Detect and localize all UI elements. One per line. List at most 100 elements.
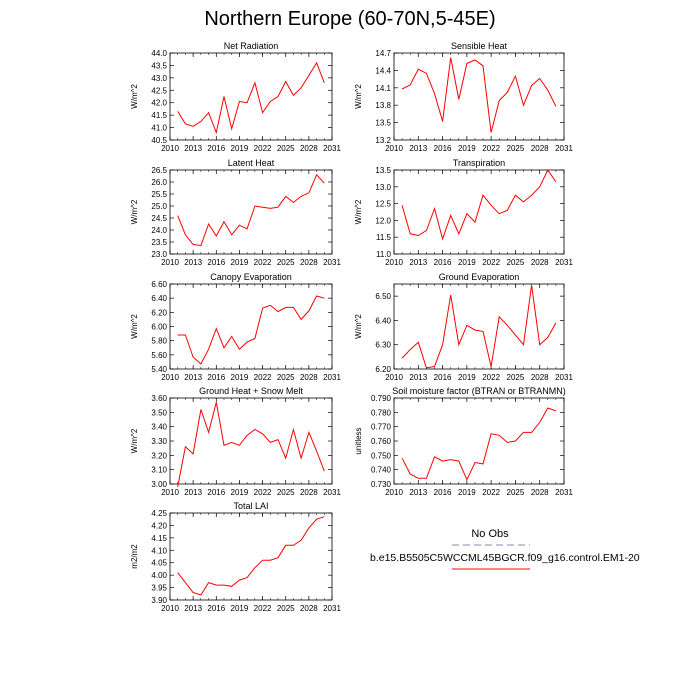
series-line (177, 173, 325, 247)
panel-1: Net Radiation 2010 2013 2016 2019 2022 2025 202… (130, 41, 341, 153)
plot-frame (169, 397, 333, 485)
x-tick-label: 2010 (385, 373, 403, 382)
y-tick-label: 24.0 (151, 226, 167, 235)
plot-frame (169, 52, 333, 141)
x-tick-label: 2019 (458, 488, 476, 497)
x-tick-label: 2025 (507, 144, 525, 153)
x-tick-label: 2022 (482, 144, 500, 153)
panel-8: Soil moisture factor (BTRAN or BTRANMN) 2… (354, 386, 573, 497)
x-tick-label: 2031 (555, 144, 573, 153)
x-tick-label: 2025 (277, 488, 295, 497)
x-tick-label: 2013 (184, 144, 202, 153)
x-tick-label: 2022 (254, 604, 272, 613)
y-axis-label: W/m^2 (130, 199, 139, 224)
plot-frame (393, 283, 565, 370)
plot-frame (393, 397, 565, 485)
x-tick-label: 2028 (531, 488, 549, 497)
x-tick-label: 2028 (300, 258, 318, 267)
y-tick-label: 13.8 (375, 101, 391, 110)
panel-title: Sensible Heat (451, 41, 508, 51)
x-tick-label: 2019 (458, 144, 476, 153)
x-tick-label: 2028 (300, 373, 318, 382)
y-tick-label: 0.770 (371, 423, 392, 432)
x-tick-label: 2028 (300, 144, 318, 153)
plot-frame (393, 169, 565, 255)
x-tick-label: 2031 (323, 373, 341, 382)
x-tick-label: 2031 (323, 488, 341, 497)
y-tick-label: 43.5 (151, 61, 167, 70)
y-tick-label: 11.0 (376, 250, 392, 259)
panel-title: Total LAI (233, 501, 268, 511)
series-line (401, 285, 557, 369)
y-tick-label: 14.7 (375, 49, 391, 58)
y-tick-label: 23.0 (151, 250, 167, 259)
x-tick-label: 2016 (434, 488, 452, 497)
y-tick-label: 13.2 (375, 136, 391, 145)
x-tick-label: 2016 (434, 258, 452, 267)
x-tick-label: 2025 (507, 373, 525, 382)
x-tick-label: 2025 (277, 373, 295, 382)
panel-title: Canopy Evaporation (210, 272, 292, 282)
x-tick-label: 2028 (531, 373, 549, 382)
x-tick-label: 2028 (531, 144, 549, 153)
y-tick-label: 13.5 (375, 166, 391, 175)
x-tick-label: 2022 (482, 373, 500, 382)
y-tick-label: 6.20 (375, 365, 391, 374)
y-tick-label: 6.00 (151, 323, 167, 332)
y-tick-label: 4.20 (151, 521, 167, 530)
x-tick-label: 2031 (323, 258, 341, 267)
x-tick-label: 2010 (161, 258, 179, 267)
legend: No Obs b.e15.B5505C5WCCML45BGCR.f09_g16.… (370, 528, 690, 578)
x-tick-label: 2019 (231, 488, 249, 497)
y-tick-label: 42.0 (151, 99, 167, 108)
y-tick-label: 4.05 (151, 559, 167, 568)
x-tick-label: 2013 (184, 373, 202, 382)
panel-5: Canopy Evaporation 2010 2013 2016 2019 2022 20… (130, 272, 341, 382)
x-tick-label: 2016 (207, 604, 225, 613)
y-tick-label: 41.5 (151, 111, 167, 120)
x-tick-label: 2010 (385, 258, 403, 267)
x-tick-label: 2010 (161, 488, 179, 497)
y-tick-label: 12.0 (375, 216, 391, 225)
x-tick-label: 2019 (231, 373, 249, 382)
panel-4: Transpiration 2010 2013 2016 2019 2022 2025 202… (354, 158, 573, 267)
x-tick-label: 2022 (254, 373, 272, 382)
y-tick-label: 3.95 (151, 584, 167, 593)
x-tick-label: 2010 (385, 144, 403, 153)
panel-7: Ground Heat + Snow Melt 2010 2013 2016 2019 2… (130, 386, 341, 497)
y-tick-label: 44.0 (151, 49, 167, 58)
y-axis-label: m2/m2 (130, 544, 139, 569)
y-tick-label: 40.5 (151, 136, 167, 145)
series-line (177, 61, 325, 135)
y-axis-label: W/m^2 (130, 314, 139, 339)
y-tick-label: 41.0 (151, 124, 167, 133)
x-tick-label: 2010 (161, 604, 179, 613)
x-tick-label: 2013 (409, 144, 427, 153)
x-tick-label: 2025 (277, 144, 295, 153)
legend-case-label: b.e15.B5505C5WCCML45BGCR.f09_g16.control… (370, 552, 640, 564)
series-line (401, 57, 557, 133)
panel-6: Ground Evaporation 2010 2013 2016 2019 2022 20… (354, 272, 573, 382)
x-tick-label: 2028 (531, 258, 549, 267)
y-tick-label: 14.1 (375, 84, 391, 93)
plot-frame (393, 52, 565, 141)
panel-title: Ground Heat + Snow Melt (199, 386, 303, 396)
y-tick-label: 3.60 (151, 394, 167, 403)
y-tick-label: 0.750 (371, 451, 392, 460)
x-tick-label: 2019 (231, 258, 249, 267)
y-tick-label: 23.5 (151, 238, 167, 247)
x-tick-label: 2013 (184, 488, 202, 497)
x-tick-label: 2013 (409, 258, 427, 267)
x-tick-label: 2013 (409, 373, 427, 382)
y-tick-label: 43.0 (151, 74, 167, 83)
y-tick-label: 0.760 (371, 437, 392, 446)
y-tick-label: 5.80 (151, 337, 167, 346)
y-tick-label: 5.60 (151, 351, 167, 360)
x-tick-label: 2031 (323, 604, 341, 613)
y-tick-label: 6.30 (375, 341, 391, 350)
y-tick-label: 25.0 (151, 202, 167, 211)
x-tick-label: 2022 (254, 144, 272, 153)
y-tick-label: 3.40 (151, 423, 167, 432)
y-tick-label: 25.5 (151, 190, 167, 199)
